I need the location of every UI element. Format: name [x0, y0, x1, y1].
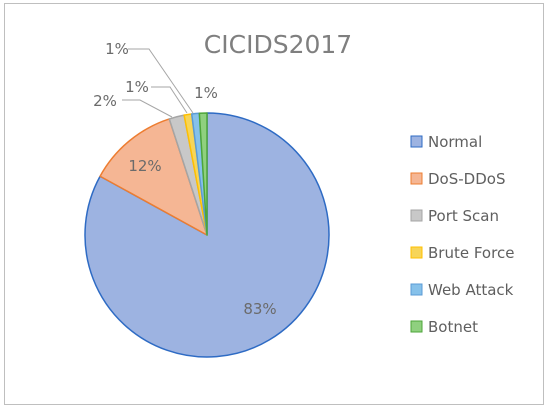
data-label-normal: 83% [243, 300, 276, 318]
legend-swatch-botnet [410, 320, 423, 333]
legend-label-brute-force: Brute Force [428, 244, 514, 262]
legend-label-dos-ddos: DoS-DDoS [428, 170, 505, 188]
legend-label-normal: Normal [428, 133, 482, 151]
legend-swatch-web-attack [410, 283, 423, 296]
legend: Normal DoS-DDoS Port Scan Brute Force Web At… [410, 133, 514, 336]
legend-label-botnet: Botnet [428, 318, 478, 336]
legend-swatch-brute-force [410, 246, 423, 259]
data-label-web-attack: 1% [105, 40, 129, 58]
data-label-botnet: 1% [194, 84, 218, 102]
leader-line-brute-force [151, 86, 188, 114]
legend-label-port-scan: Port Scan [428, 207, 499, 225]
pie-slices [84, 112, 330, 358]
legend-swatch-dos-ddos [410, 172, 423, 185]
leader-line-web-attack [128, 48, 194, 114]
chart-title: CICIDS2017 [204, 30, 352, 59]
legend-label-web-attack: Web Attack [428, 281, 514, 299]
leader-line-port-scan [122, 99, 173, 118]
pie-slice-botnet [198, 112, 208, 236]
legend-swatch-port-scan [410, 209, 423, 222]
leader-lines [122, 48, 194, 118]
legend-swatch-normal [410, 135, 423, 148]
data-labels: 83% 12% 2% 1% 1% 1% [93, 40, 277, 318]
data-label-dos-ddos: 12% [128, 157, 161, 175]
pie-slice-dos-ddos [99, 118, 208, 236]
data-label-port-scan: 2% [93, 92, 117, 110]
data-label-brute-force: 1% [125, 78, 149, 96]
